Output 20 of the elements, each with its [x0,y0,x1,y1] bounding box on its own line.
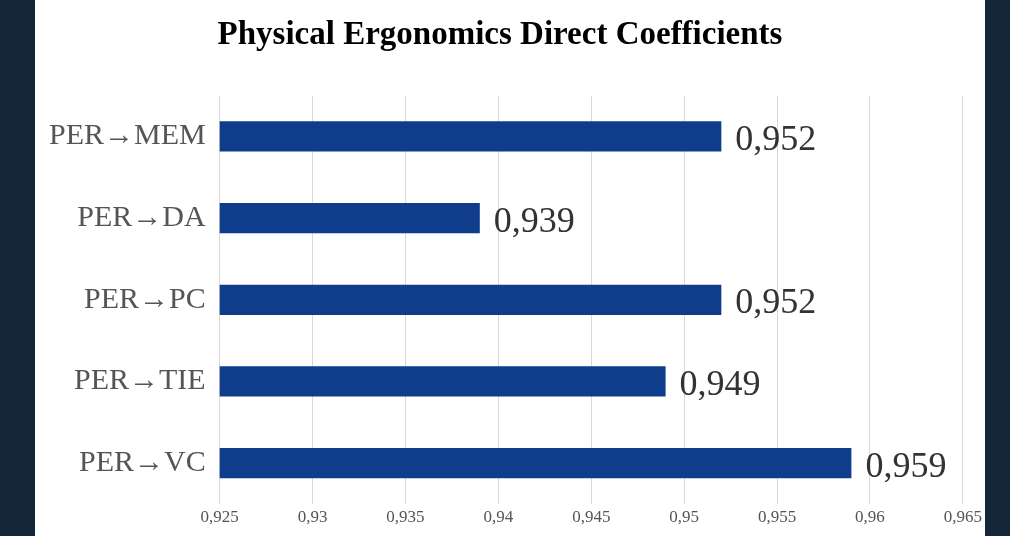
chart-title: Physical Ergonomics Direct Coefficients [217,15,783,52]
x-tick-label: 0,96 [855,506,885,526]
y-tick-label: PER→TIE [74,362,206,396]
data-label: 0,939 [493,199,575,240]
x-tick-label: 0,945 [572,506,611,526]
data-label: 0,959 [865,444,947,485]
data-label: 0,949 [679,362,761,403]
x-tick-label: 0,955 [757,506,797,526]
y-tick-label: PER→MEM [48,117,206,151]
x-tick-label: 0,935 [386,506,425,526]
y-tick-label: PER→VC [78,444,206,478]
data-label: 0,952 [735,117,817,158]
data-label: 0,952 [735,281,817,322]
y-tick-label: PER→PC [83,280,206,314]
x-tick-label: 0,95 [669,506,700,526]
x-tick-label: 0,93 [297,506,328,526]
x-tick-label: 0,94 [483,506,514,526]
y-tick-label: PER→DA [77,198,207,232]
x-tick-label: 0,925 [200,506,239,526]
x-tick-label: 0,965 [943,506,982,526]
